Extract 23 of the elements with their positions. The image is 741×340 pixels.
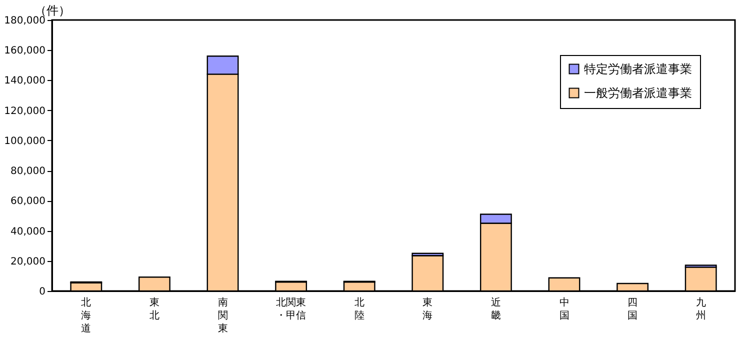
- y-tick-label: 80,000: [10, 166, 46, 178]
- y-axis-title: （件）: [34, 4, 70, 18]
- x-tick-label: 北陸: [354, 296, 364, 322]
- y-tick-label: 100,000: [4, 136, 46, 147]
- legend-label: 特定労働者派遣事業: [584, 62, 692, 76]
- x-tick-label: 四国: [628, 298, 638, 322]
- y-tick-label: 140,000: [4, 76, 46, 87]
- x-tick-label: 北関東・甲信: [276, 296, 306, 322]
- x-tick-label: 東北: [149, 296, 160, 322]
- y-tick-label: 20,000: [10, 256, 46, 268]
- x-tick-label: 東海: [422, 296, 433, 322]
- y-tick-label: 0: [39, 286, 46, 298]
- y-tick-label: 160,000: [4, 46, 46, 57]
- y-tick-label: 40,000: [10, 226, 46, 238]
- x-tick-label: 北海道: [81, 296, 92, 334]
- x-tick-label: 中国: [559, 296, 570, 322]
- legend-label: 一般労働者派遣事業: [584, 86, 692, 100]
- y-tick-label: 180,000: [4, 16, 46, 26]
- y-tick-label: 120,000: [4, 106, 46, 117]
- x-tick-label: 南関東: [218, 296, 228, 334]
- x-tick-label: 九州: [696, 296, 706, 322]
- x-tick-label: 近畿: [490, 296, 501, 322]
- y-tick-label: 60,000: [10, 196, 46, 208]
